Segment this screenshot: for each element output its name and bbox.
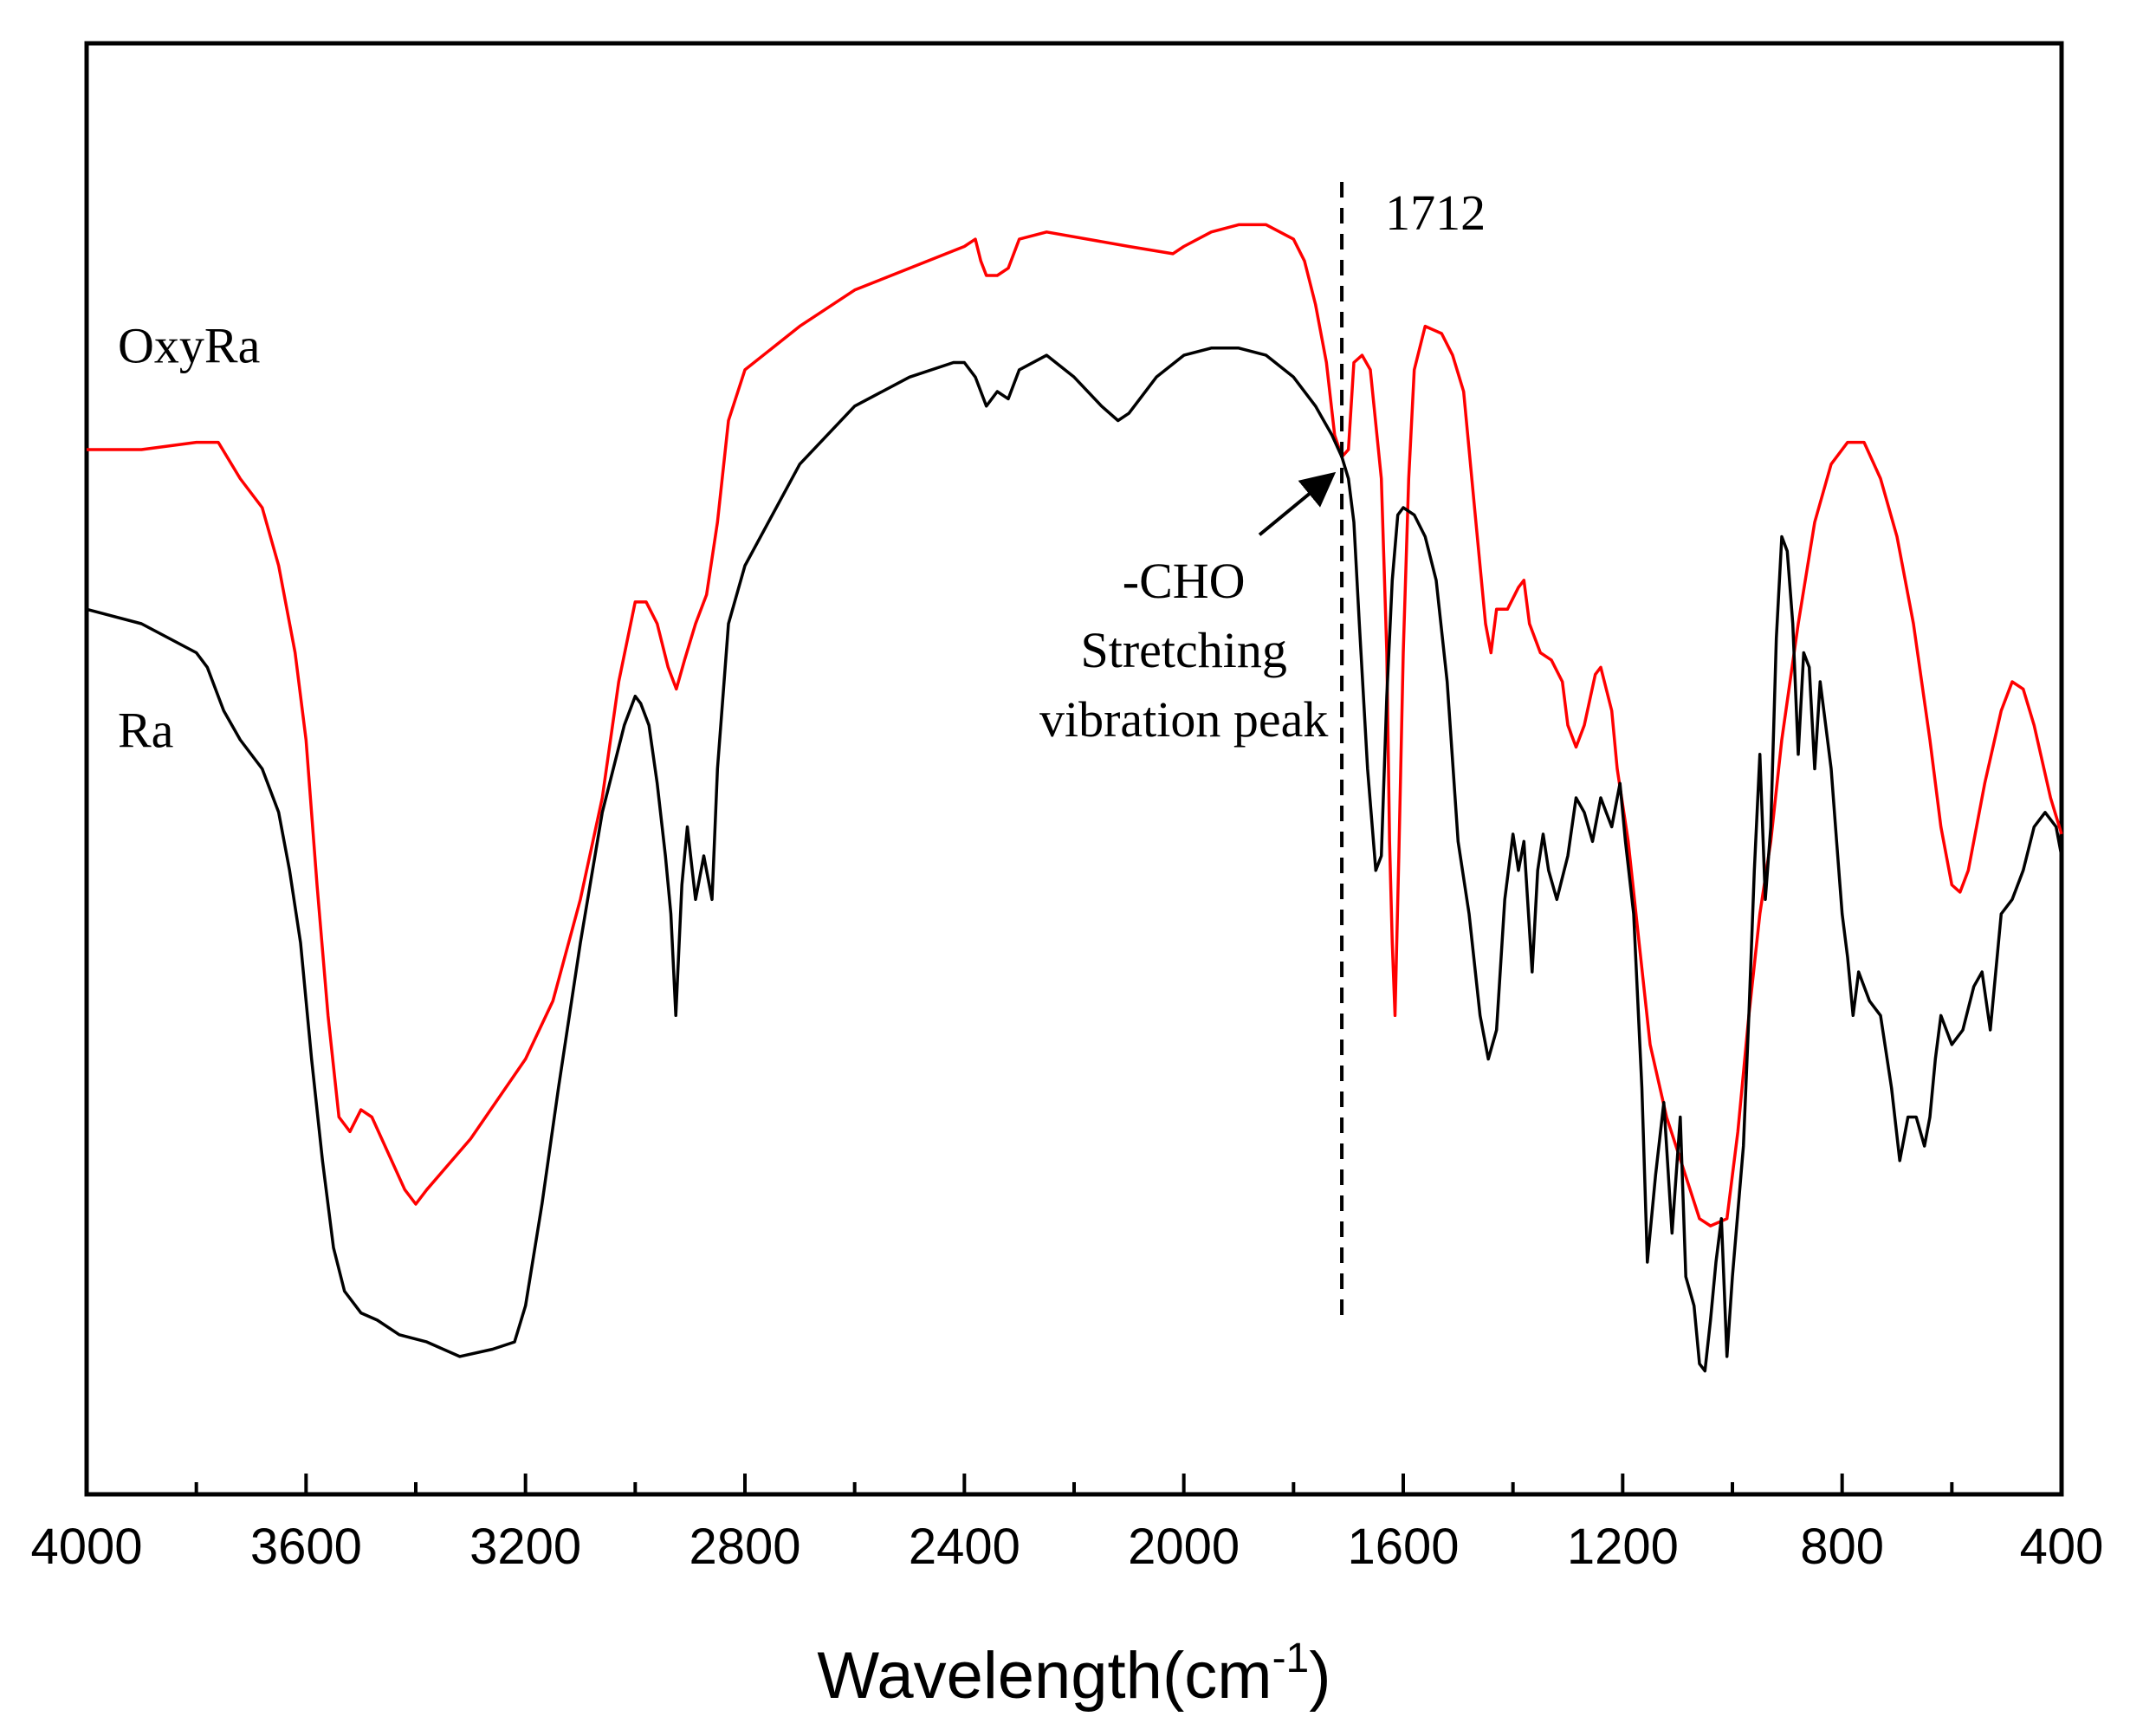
x-tick-label-400: 400: [2020, 1519, 2104, 1575]
x-axis-title-close: ): [1309, 1639, 1330, 1713]
x-axis-tick-labels: 4000 3600 3200 2800 2400 2000 1600 1200 800 400: [30, 1519, 2103, 1575]
peak-1712-label: 1712: [1385, 185, 1486, 241]
peak-annotation-line-1: -CHO: [1123, 553, 1246, 609]
series-layer: [86, 223, 2063, 1373]
x-tick-label-1600: 1600: [1347, 1519, 1459, 1575]
x-tick-label-800: 800: [1800, 1519, 1884, 1575]
series-line-ra: [86, 347, 2063, 1373]
peak-arrow: [1258, 471, 1337, 536]
peak-annotation-line-3: vibration peak: [1039, 691, 1328, 748]
x-axis-ticks: [85, 1474, 2063, 1494]
series-label-oxyra: OxyRa: [118, 318, 260, 374]
x-tick-label-2000: 2000: [1128, 1519, 1240, 1575]
peak-annotation-line-2: Stretching: [1080, 622, 1286, 678]
series-label-ra: Ra: [118, 702, 173, 758]
x-tick-label-2400: 2400: [909, 1519, 1020, 1575]
x-tick-label-2800: 2800: [689, 1519, 800, 1575]
x-tick-label-3600: 3600: [250, 1519, 362, 1575]
x-tick-label-3200: 3200: [469, 1519, 581, 1575]
x-tick-label-4000: 4000: [30, 1519, 142, 1575]
x-axis-title-superscript: -1: [1272, 1636, 1310, 1681]
plot-frame: [84, 41, 2064, 1497]
x-axis-title-main: Wavelength(cm: [817, 1639, 1272, 1713]
x-axis-title: Wavelength(cm-1): [817, 1636, 1330, 1713]
x-tick-label-1200: 1200: [1567, 1519, 1679, 1575]
